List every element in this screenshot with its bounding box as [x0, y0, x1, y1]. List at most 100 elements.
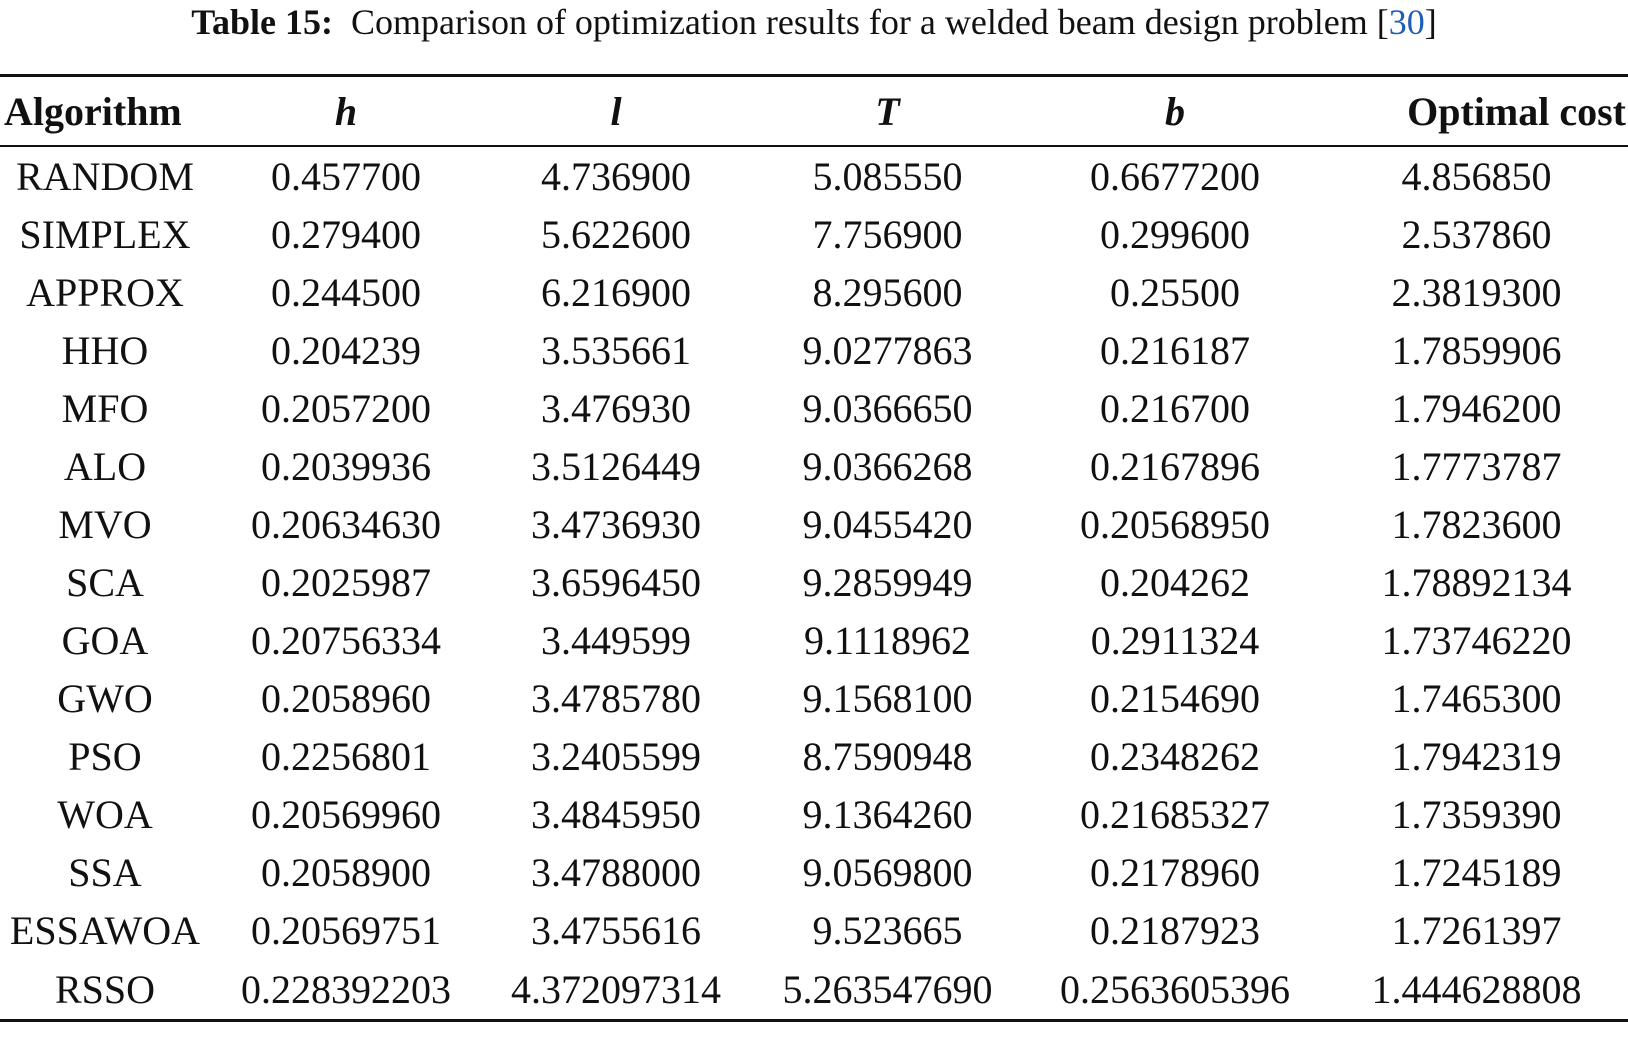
h-cell: 0.2025987: [261, 559, 431, 605]
optimal-cost-cell: 1.7823600: [1391, 501, 1562, 547]
l-cell: 3.4845950: [531, 791, 701, 837]
table-caption: Table 15: Comparison of optimization res…: [0, 0, 1628, 52]
b-cell: 0.2911324: [1090, 617, 1260, 663]
b-cell: 0.25500: [1110, 269, 1240, 315]
header-b: b: [1165, 88, 1185, 134]
l-cell: 3.449599: [541, 617, 691, 663]
t-cell: 8.7590948: [802, 733, 973, 779]
h-cell: 0.20569960: [251, 791, 441, 837]
table-row: ALO 0.2039936 3.5126449 9.0366268 0.2167896 1…: [0, 437, 1628, 495]
optimal-cost-cell: 1.7261397: [1391, 907, 1562, 953]
algorithm-cell: SSA: [68, 849, 142, 895]
b-cell: 0.204262: [1100, 559, 1250, 605]
l-cell: 3.476930: [541, 385, 691, 431]
header-algorithm: Algorithm: [4, 88, 182, 134]
l-cell: 3.2405599: [531, 733, 701, 779]
ref-close-bracket: ]: [1424, 2, 1437, 42]
l-cell: 3.4785780: [531, 675, 701, 721]
h-cell: 0.2039936: [261, 443, 431, 489]
algorithm-cell: ALO: [63, 443, 147, 489]
optimal-cost-cell: 1.444628808: [1371, 966, 1582, 1012]
optimal-cost-cell: 1.7773787: [1391, 443, 1562, 489]
table-row: GWO 0.2058960 3.4785780 9.1568100 0.2154690 1…: [0, 669, 1628, 727]
t-cell: 9.0455420: [802, 501, 973, 547]
b-cell: 0.2187923: [1090, 907, 1260, 953]
t-cell: 5.263547690: [782, 966, 993, 1012]
t-cell: 7.756900: [812, 211, 963, 257]
t-cell: 9.1118962: [803, 617, 972, 663]
algorithm-cell: SCA: [66, 559, 144, 605]
optimal-cost-cell: 2.537860: [1401, 211, 1552, 257]
h-cell: 0.2256801: [261, 733, 431, 779]
b-cell: 0.6677200: [1090, 153, 1260, 199]
algorithm-cell: RANDOM: [16, 153, 194, 199]
table-row: MVO 0.20634630 3.4736930 9.0455420 0.2056895…: [0, 495, 1628, 553]
table-body: RANDOM 0.457700 4.736900 5.085550 0.6677200 4…: [0, 146, 1628, 1021]
b-cell: 0.2348262: [1090, 733, 1260, 779]
b-cell: 0.20568950: [1080, 501, 1270, 547]
algorithm-cell: RSSO: [54, 966, 156, 1012]
table-row: MFO 0.2057200 3.476930 9.0366650 0.216700 1.7…: [0, 379, 1628, 437]
b-cell: 0.216187: [1100, 327, 1250, 373]
l-cell: 4.372097314: [511, 966, 721, 1012]
h-cell: 0.279400: [271, 211, 421, 257]
t-cell: 9.0569800: [802, 849, 973, 895]
h-cell: 0.20634630: [251, 501, 441, 547]
optimal-cost-cell: 1.78892134: [1381, 559, 1572, 605]
header-h: h: [334, 88, 358, 134]
header-optimal-cost: Optimal cost: [1407, 88, 1626, 134]
b-cell: 0.299600: [1100, 211, 1250, 257]
algorithm-cell: SIMPLEX: [19, 211, 191, 257]
table-row: SSA 0.2058900 3.4788000 9.0569800 0.2178960 1…: [0, 843, 1628, 901]
t-cell: 8.295600: [812, 269, 963, 315]
algorithm-cell: MVO: [58, 501, 152, 547]
t-cell: 9.0277863: [802, 327, 973, 373]
header-t: T: [875, 88, 900, 134]
h-cell: 0.2057200: [261, 385, 431, 431]
t-cell: 9.0366268: [802, 443, 973, 489]
algorithm-cell: GOA: [61, 617, 149, 663]
b-cell: 0.216700: [1100, 385, 1250, 431]
algorithm-cell: APPROX: [26, 269, 184, 315]
algorithm-cell: PSO: [68, 733, 142, 779]
table-row: PSO 0.2256801 3.2405599 8.7590948 0.2348262 1…: [0, 727, 1628, 785]
l-cell: 6.216900: [541, 269, 691, 315]
table-row: SIMPLEX 0.279400 5.622600 7.756900 0.299600 2…: [0, 205, 1628, 263]
optimal-cost-cell: 1.7859906: [1391, 327, 1562, 373]
l-cell: 3.4755616: [531, 907, 701, 953]
header-l: l: [610, 88, 622, 134]
b-cell: 0.2154690: [1090, 675, 1260, 721]
h-cell: 0.20756334: [251, 617, 441, 663]
t-cell: 9.2859949: [802, 559, 973, 605]
optimal-cost-cell: 1.7946200: [1391, 385, 1562, 431]
algorithm-cell: MFO: [61, 385, 149, 431]
algorithm-cell: WOA: [57, 791, 153, 837]
h-cell: 0.2058900: [261, 849, 431, 895]
h-cell: 0.228392203: [241, 966, 451, 1012]
caption-text: Comparison of optimization results for a…: [350, 2, 1377, 42]
table-row: RANDOM 0.457700 4.736900 5.085550 0.6677200 4…: [0, 146, 1628, 205]
l-cell: 3.4788000: [531, 849, 701, 895]
table-row: RSSO 0.228392203 4.372097314 5.263547690 0.2…: [0, 959, 1628, 1021]
b-cell: 0.2178960: [1090, 849, 1260, 895]
t-cell: 9.1364260: [802, 791, 973, 837]
table-row: APPROX 0.244500 6.216900 8.295600 0.25500 2.3…: [0, 263, 1628, 321]
b-cell: 0.2563605396: [1060, 966, 1290, 1012]
table-row: ESSAWOA 0.20569751 3.4755616 9.523665 0.2187…: [0, 901, 1628, 959]
h-cell: 0.457700: [271, 153, 421, 199]
t-cell: 5.085550: [812, 153, 963, 199]
optimal-cost-cell: 1.7465300: [1391, 675, 1562, 721]
header-row: Algorithm h l T b Optimal cost: [0, 75, 1628, 146]
l-cell: 3.535661: [541, 327, 691, 373]
h-cell: 0.204239: [271, 327, 421, 373]
h-cell: 0.244500: [271, 269, 421, 315]
citation-link[interactable]: 30: [1388, 2, 1425, 42]
t-cell: 9.523665: [812, 907, 963, 953]
results-table: Algorithm h l T b Optimal cost RANDOM 0.4…: [0, 74, 1628, 1022]
b-cell: 0.2167896: [1090, 443, 1260, 489]
algorithm-cell: HHO: [61, 327, 149, 373]
l-cell: 3.4736930: [531, 501, 701, 547]
table-label: Table 15:: [191, 2, 333, 42]
table-row: SCA 0.2025987 3.6596450 9.2859949 0.204262 1.…: [0, 553, 1628, 611]
